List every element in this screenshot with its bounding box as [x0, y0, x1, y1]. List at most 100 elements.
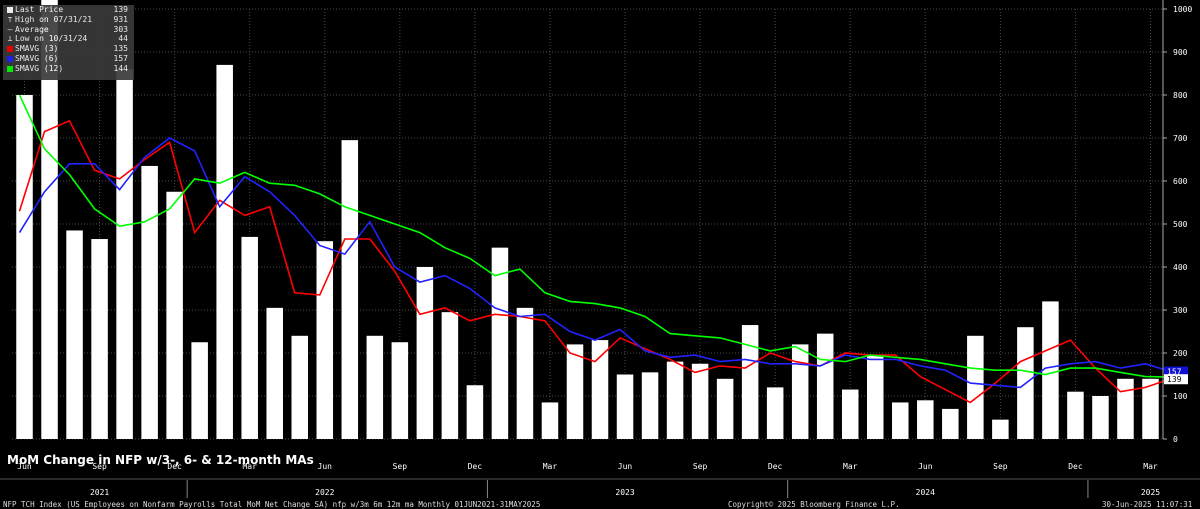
legend-label: Last Price — [15, 5, 64, 14]
bar — [892, 402, 909, 439]
legend-label: High on 07/31/21 — [15, 14, 93, 24]
bar — [591, 340, 609, 439]
bar — [316, 241, 334, 439]
bar — [866, 355, 884, 439]
bar — [1067, 391, 1084, 439]
bar — [391, 342, 409, 439]
bar — [291, 335, 309, 439]
x-tick-label: Sep — [693, 462, 708, 471]
x-tick-label: Sep — [993, 462, 1008, 471]
bar — [16, 95, 33, 439]
legend-value: 44 — [118, 34, 128, 44]
x-year-label: 2025 — [1141, 488, 1160, 497]
legend-value: 931 — [113, 14, 128, 24]
last-value-label: 139 — [1167, 375, 1182, 384]
bar — [41, 0, 58, 439]
last-value-tag — [1164, 374, 1188, 385]
y-tick-label: 900 — [1173, 48, 1188, 57]
last-value-label: 157 — [1167, 367, 1182, 376]
legend-item: — Average 303 — [3, 25, 134, 35]
chart-title: MoM Change in NFP w/3-, 6- & 12-month MA… — [7, 453, 314, 467]
bar — [967, 335, 984, 439]
grid-lines — [12, 8, 1163, 440]
bar — [666, 361, 684, 439]
series-line — [18, 119, 1171, 404]
bar — [791, 344, 809, 439]
x-tick-label: Mar — [1143, 462, 1158, 471]
legend-label: Low on 10/31/24 — [15, 34, 88, 44]
last-value-tag — [1164, 366, 1188, 377]
legend-item: ⊥ Low on 10/31/24 44 — [3, 34, 134, 44]
bar — [716, 378, 734, 439]
legend-value: 157 — [113, 53, 128, 63]
y-tick-label: 700 — [1173, 134, 1188, 143]
footer-copyright: Copyright© 2025 Bloomberg Finance L.P. — [728, 500, 900, 509]
legend-value: 139 — [113, 5, 128, 14]
legend-label: SMAVG (3) — [15, 44, 59, 54]
x-axis: Jun Sep 2021 Dec Mar Jun 2022 Sep Dec Mar Jun 2023 S… — [0, 462, 1200, 498]
legend-swatch — [7, 46, 13, 53]
bar — [141, 165, 158, 439]
legend-item: SMAVG (3) 135 — [3, 44, 134, 54]
y-tick-label: 500 — [1173, 220, 1188, 229]
legend-item: SMAVG (6) 157 — [3, 54, 134, 64]
y-tick-label: 1000 — [1173, 5, 1192, 14]
x-tick-label: Jun — [17, 462, 32, 471]
legend-marker-icon: ⊥ — [7, 34, 13, 44]
bar — [641, 372, 659, 439]
bars-layer — [16, 0, 1159, 440]
bar — [516, 307, 534, 439]
x-year-label: 2021 — [90, 488, 109, 497]
legend-swatch — [7, 7, 13, 13]
footer-source: NFP TCH Index (US Employees on Nonfarm P… — [3, 500, 541, 509]
y-tick-label: 100 — [1173, 392, 1188, 401]
legend-item: SMAVG (12) 144 — [3, 64, 134, 74]
x-tick-label: Sep — [393, 462, 408, 471]
bar — [416, 267, 434, 439]
x-year-label: 2023 — [615, 488, 634, 497]
legend: Last Price 139 ⊤ High on 07/31/21 931— Averag… — [3, 5, 134, 80]
bar — [466, 385, 484, 439]
x-tick-label: Mar — [242, 462, 257, 471]
y-tick-label: 300 — [1173, 306, 1188, 315]
bar — [741, 325, 759, 439]
x-tick-label: Dec — [768, 462, 783, 471]
y-tick-label: 800 — [1173, 91, 1188, 100]
bar — [491, 247, 509, 439]
bar — [766, 387, 784, 439]
bar — [366, 335, 384, 439]
footer-timestamp: 30-Jun-2025 11:07:31 — [1102, 500, 1193, 509]
y-tick-label: 600 — [1173, 177, 1188, 186]
bar — [917, 400, 934, 439]
bar — [541, 402, 559, 439]
lines-layer — [18, 94, 1171, 404]
y-axis: 0 100 200 300 400 500 600 700 800 900 1000 — [1162, 0, 1192, 444]
bar — [216, 64, 233, 440]
bar — [942, 408, 959, 439]
legend-label: SMAVG (6) — [15, 53, 59, 63]
x-tick-label: Jun — [618, 462, 633, 471]
legend-item: ⊤ High on 07/31/21 931 — [3, 15, 134, 25]
x-year-label: 2022 — [315, 488, 334, 497]
bar — [816, 333, 834, 439]
legend-value: 144 — [113, 63, 128, 73]
bar — [616, 374, 634, 439]
legend-marker-icon: ⊤ — [7, 14, 13, 24]
x-tick-label: Jun — [318, 462, 333, 471]
y-tick-label: 200 — [1173, 349, 1188, 358]
bar — [116, 69, 133, 439]
x-tick-label: Mar — [843, 462, 858, 471]
bar — [241, 236, 258, 439]
x-tick-label: Dec — [468, 462, 483, 471]
x-tick-label: Sep — [92, 462, 107, 471]
legend-marker-icon: — — [7, 24, 13, 34]
legend-swatch — [7, 55, 13, 62]
bar — [341, 140, 359, 439]
bar — [441, 312, 459, 439]
legend-label: Average — [15, 24, 49, 34]
bar — [191, 342, 208, 439]
series-line — [18, 94, 1171, 378]
bar — [841, 389, 859, 439]
x-tick-label: Jun — [918, 462, 933, 471]
bar — [166, 191, 183, 439]
